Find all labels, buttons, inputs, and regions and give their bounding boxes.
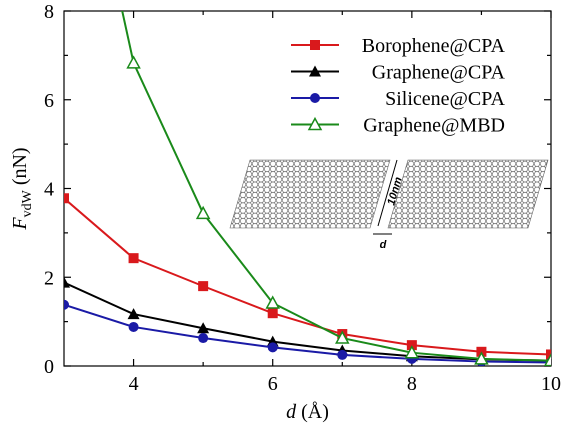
- marker: [198, 281, 209, 292]
- marker: [309, 65, 321, 77]
- marker: [128, 253, 139, 264]
- marker: [267, 342, 278, 353]
- inset: [229, 159, 549, 235]
- marker: [404, 345, 420, 359]
- marker: [127, 308, 140, 320]
- marker: [198, 333, 209, 344]
- marker: [267, 308, 278, 319]
- y-tick-label: 8: [44, 1, 54, 23]
- legend-label: Borophene@CPA: [362, 35, 506, 57]
- series-line: [64, 197, 551, 356]
- y-tick-label: 6: [44, 90, 54, 112]
- x-axis-label: d (Å): [286, 401, 329, 423]
- x-tick-label: 8: [407, 373, 417, 395]
- marker: [546, 349, 551, 360]
- marker: [310, 93, 320, 103]
- x-label-unit: (Å): [296, 401, 329, 423]
- legend-label: Graphene@MBD: [363, 115, 505, 137]
- series-line: [121, 11, 551, 362]
- marker: [543, 353, 551, 366]
- y-label-subscript: vdW: [20, 189, 35, 217]
- y-tick-label: 4: [44, 179, 54, 201]
- graphene-sheet: [229, 159, 391, 229]
- y-axis-label: FvdW (nN): [9, 147, 35, 230]
- marker: [474, 351, 489, 365]
- y-label-unit: (nN): [9, 147, 31, 190]
- graphene-sheet: [387, 159, 549, 229]
- marker: [197, 322, 210, 334]
- marker: [64, 276, 70, 288]
- marker: [195, 205, 211, 220]
- y-tick-label: 0: [44, 356, 54, 378]
- marker: [307, 116, 323, 131]
- y-label-symbol: F: [9, 217, 31, 231]
- x-tick-label: 10: [541, 373, 561, 395]
- marker: [64, 299, 69, 310]
- marker: [335, 330, 350, 344]
- marker: [310, 40, 320, 50]
- marker: [128, 321, 139, 332]
- marker: [265, 295, 280, 309]
- marker: [337, 349, 348, 360]
- series-line: [64, 303, 551, 364]
- marker: [126, 55, 141, 69]
- x-tick-label: 4: [129, 373, 139, 395]
- legend-label: Graphene@CPA: [372, 62, 506, 84]
- plot-area: [64, 11, 551, 366]
- x-tick-label: 6: [268, 373, 278, 395]
- x-label-symbol: d: [286, 401, 297, 423]
- inset-label: d: [380, 239, 387, 251]
- dimension-line: [377, 159, 398, 227]
- y-tick-label: 2: [44, 267, 54, 289]
- legend-label: Silicene@CPA: [385, 88, 505, 110]
- marker: [64, 193, 69, 204]
